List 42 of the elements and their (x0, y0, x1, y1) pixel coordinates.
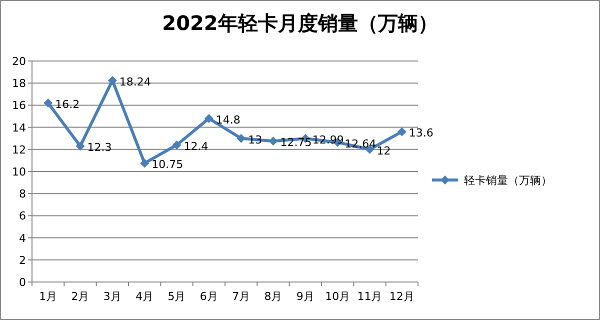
x-tick-label: 11月 (357, 290, 382, 303)
data-label: 18.24 (119, 75, 151, 88)
data-label: 14.8 (216, 113, 240, 126)
data-label: 12.3 (87, 141, 112, 154)
y-tick-label: 2 (19, 254, 26, 267)
x-tick-label: 8月 (264, 290, 282, 303)
y-tick-label: 20 (12, 55, 26, 68)
x-tick-label: 10月 (325, 290, 350, 303)
data-label: 13.6 (408, 126, 434, 140)
point (140, 158, 150, 168)
data-label: 10.75 (152, 158, 184, 172)
x-tick-label: 12月 (389, 290, 414, 303)
y-tick-label: 8 (19, 188, 26, 201)
point (76, 142, 85, 151)
point (44, 98, 53, 108)
x-tick-label: 3月 (103, 290, 122, 303)
y-tick-label: 12 (12, 143, 26, 156)
chart-title: 2022年轻卡月度销量（万辆） (162, 11, 438, 35)
y-tick-label: 18 (12, 77, 26, 90)
y-tick-label: 4 (19, 232, 26, 245)
data-label: 12.4 (184, 140, 208, 153)
x-tick-label: 2月 (71, 290, 90, 303)
y-tick-label: 10 (12, 166, 26, 178)
y-tick-label: 0 (19, 276, 26, 289)
x-tick-label: 9月 (296, 290, 314, 303)
point (397, 127, 406, 136)
y-tick-label: 6 (19, 210, 26, 223)
y-tick-label: 14 (12, 121, 26, 134)
x-tick-label: 7月 (232, 290, 250, 303)
data-label: 12 (376, 144, 391, 158)
legend-label: 轻卡销量（万辆） (464, 174, 552, 187)
point (108, 76, 117, 85)
point (268, 136, 278, 146)
data-label: 16.2 (55, 98, 80, 111)
y-tick-label: 16 (12, 99, 26, 112)
point (236, 134, 246, 143)
x-tick-label: 5月 (168, 290, 186, 303)
x-tick-label: 4月 (136, 290, 154, 303)
x-tick-label: 1月 (39, 290, 58, 303)
point (204, 114, 214, 123)
point (172, 140, 182, 150)
x-tick-label: 6月 (200, 290, 218, 303)
